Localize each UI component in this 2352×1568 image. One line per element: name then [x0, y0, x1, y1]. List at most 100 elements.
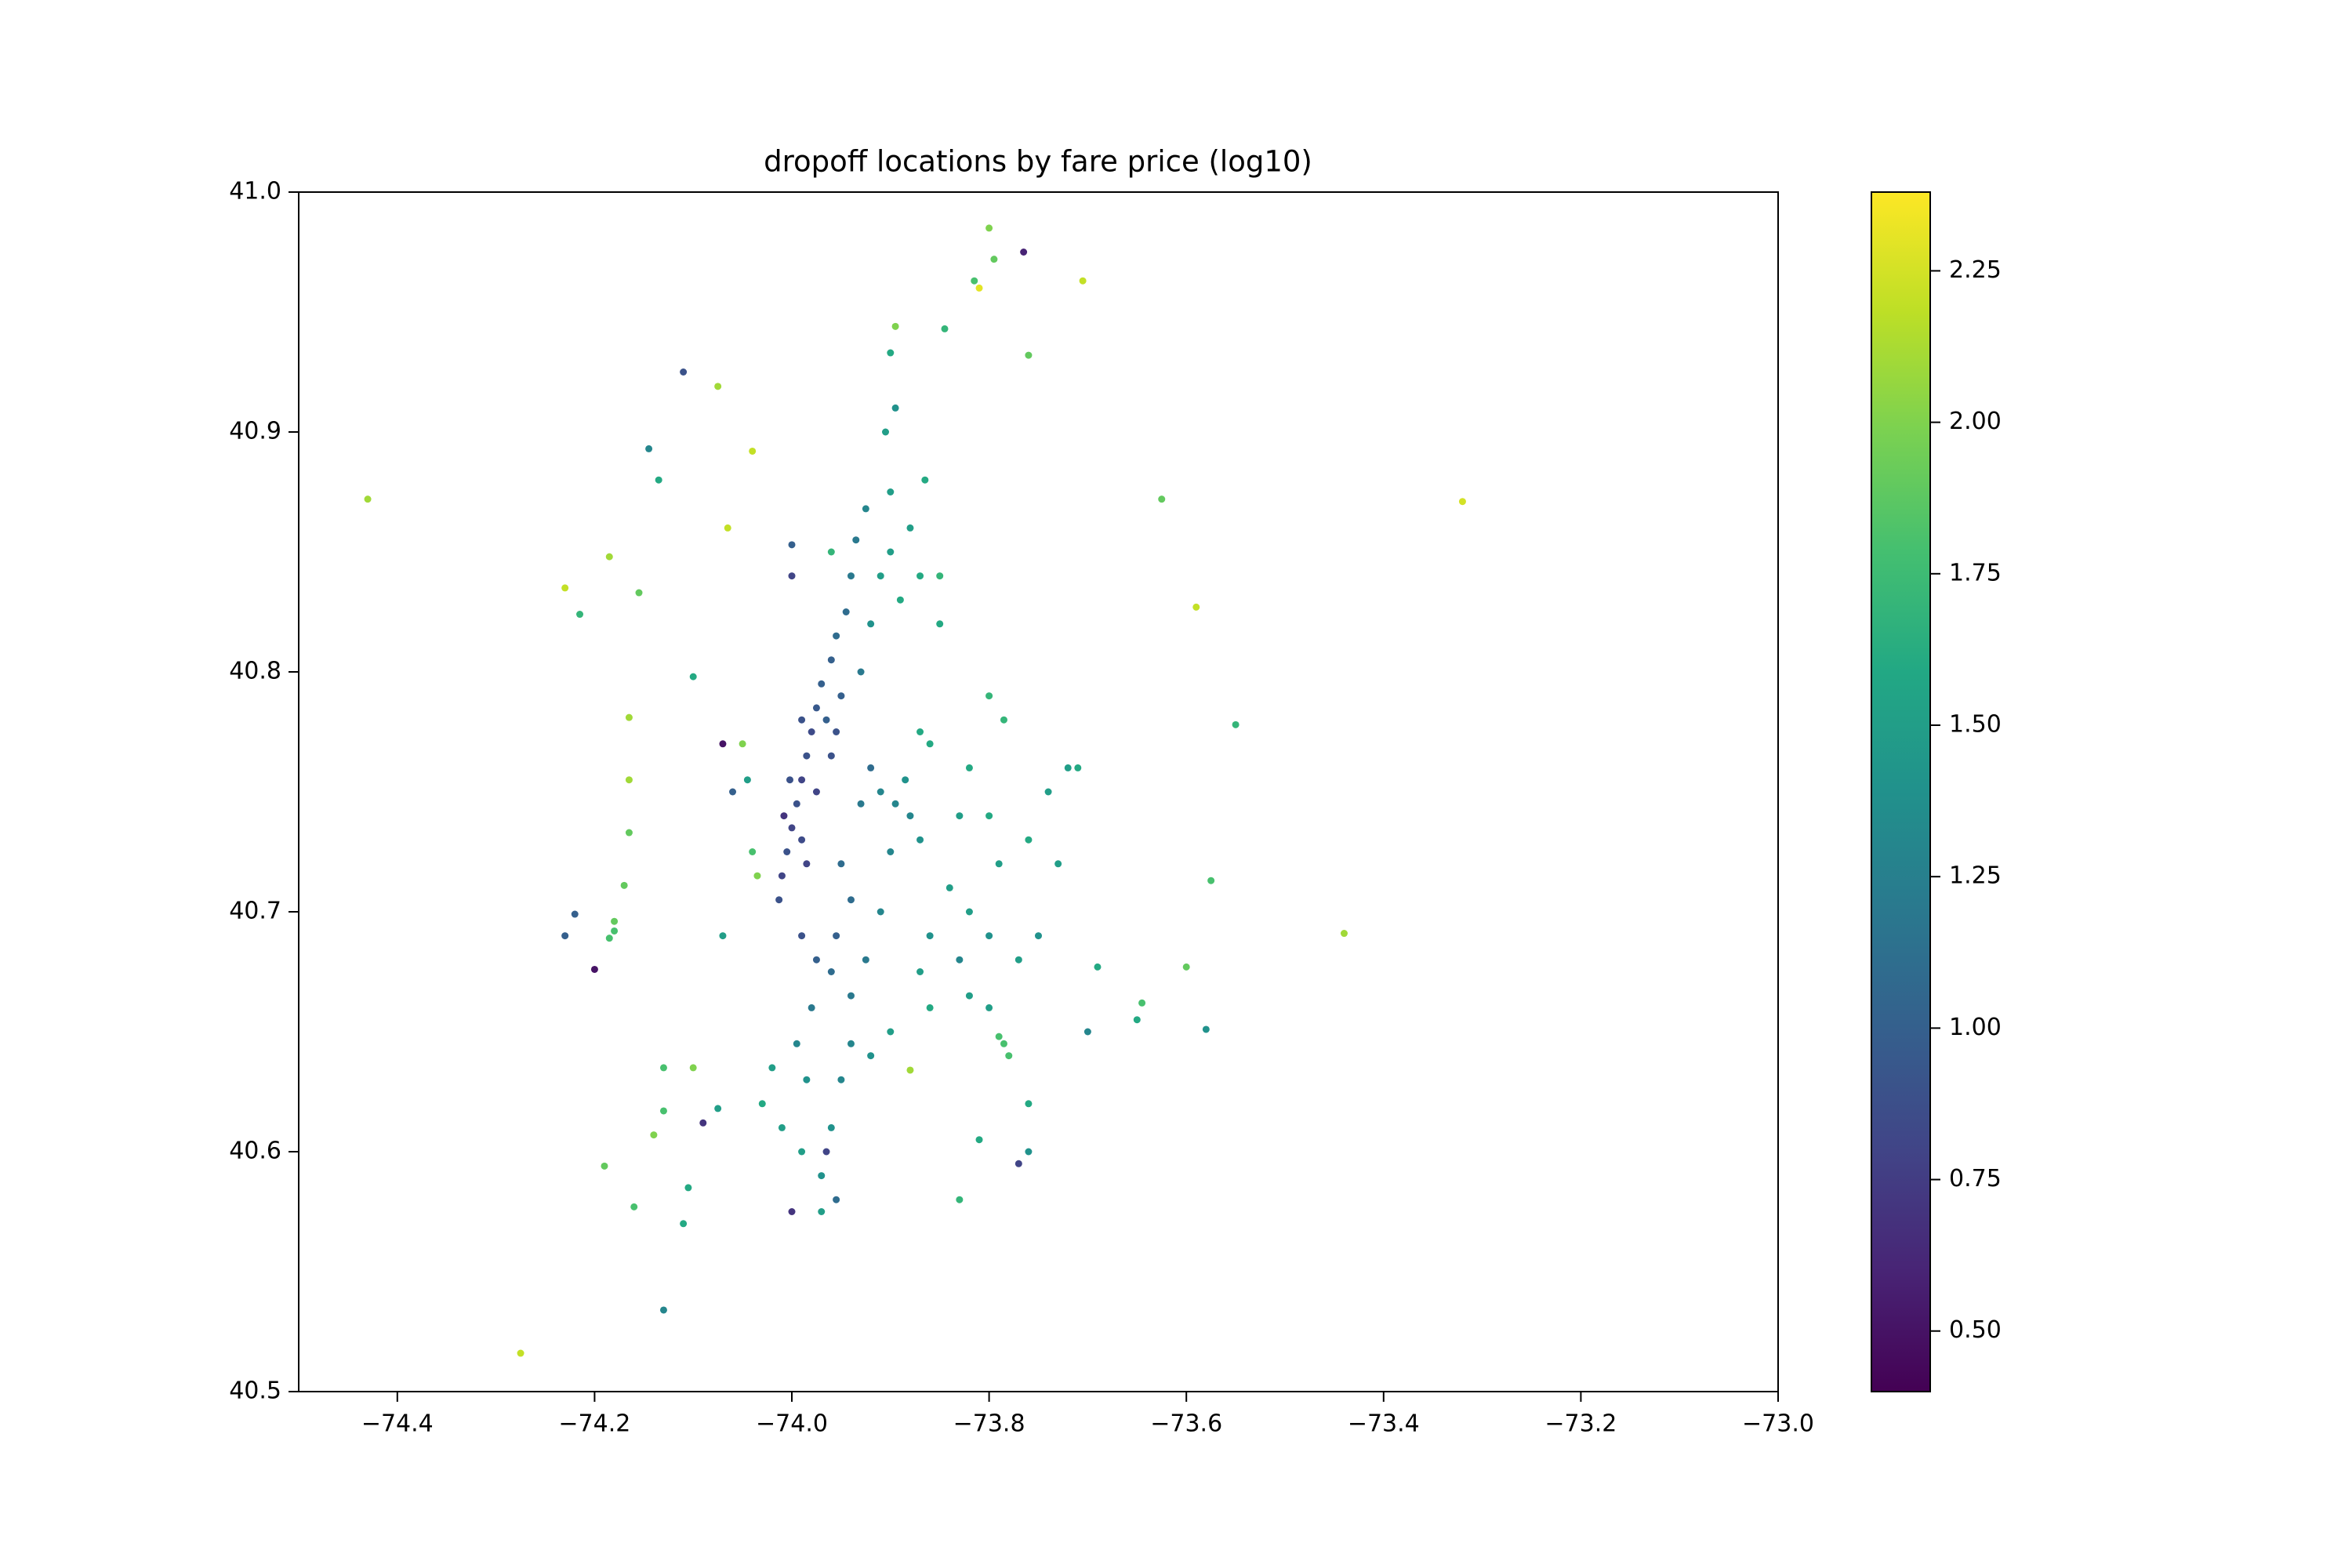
- point: [1005, 1052, 1013, 1060]
- point: [630, 1203, 638, 1210]
- point: [896, 596, 904, 604]
- point: [753, 872, 761, 880]
- point: [916, 728, 924, 735]
- x-tick-label: −73.2: [1544, 1410, 1617, 1438]
- point: [684, 1184, 692, 1192]
- point: [798, 776, 806, 784]
- point: [719, 740, 727, 748]
- point: [936, 572, 944, 580]
- colorbar-tick-label: 1.00: [1949, 1014, 2002, 1041]
- point: [906, 812, 914, 820]
- point: [887, 848, 895, 855]
- point: [601, 1162, 608, 1170]
- point: [1074, 764, 1082, 771]
- x-tick-label: −73.4: [1348, 1410, 1420, 1438]
- point: [847, 572, 855, 580]
- point: [906, 524, 914, 532]
- point: [887, 349, 895, 357]
- point: [768, 1064, 776, 1072]
- point: [827, 656, 835, 664]
- point: [1044, 788, 1052, 796]
- point: [659, 1306, 667, 1314]
- colorbar-tick-label: 2.00: [1949, 408, 2002, 435]
- point: [808, 728, 815, 735]
- point: [605, 935, 613, 942]
- point: [827, 752, 835, 760]
- point: [857, 800, 865, 808]
- point: [965, 764, 973, 771]
- colorbar-tick-label: 1.25: [1949, 862, 2002, 890]
- point: [837, 692, 845, 700]
- point: [749, 447, 757, 455]
- point: [916, 572, 924, 580]
- point: [1025, 351, 1033, 359]
- point: [1083, 1028, 1091, 1036]
- axes-frame: [298, 191, 1779, 1392]
- point: [803, 1076, 811, 1083]
- point: [788, 824, 796, 832]
- point: [902, 776, 909, 784]
- point: [659, 1107, 667, 1115]
- point: [714, 1105, 722, 1112]
- point: [965, 908, 973, 916]
- colorbar-tick-label: 2.25: [1949, 256, 2002, 284]
- point: [798, 716, 806, 724]
- point: [827, 548, 835, 556]
- point: [743, 776, 751, 784]
- y-tick-label: 40.7: [229, 898, 281, 925]
- point: [1000, 1040, 1007, 1047]
- point: [921, 476, 929, 484]
- point: [956, 956, 964, 964]
- point: [985, 692, 993, 700]
- point: [862, 505, 869, 513]
- point: [926, 1004, 934, 1011]
- point: [985, 224, 993, 232]
- point: [625, 829, 633, 837]
- point: [786, 776, 793, 784]
- point: [729, 788, 737, 796]
- point: [847, 1040, 855, 1047]
- point: [956, 1196, 964, 1203]
- point: [625, 776, 633, 784]
- point: [926, 740, 934, 748]
- point: [561, 932, 569, 940]
- point: [611, 927, 619, 935]
- point: [837, 1076, 845, 1083]
- point: [867, 764, 875, 771]
- point: [1064, 764, 1072, 771]
- point: [926, 932, 934, 940]
- colorbar: [1871, 191, 1931, 1392]
- colorbar-tick-label: 0.50: [1949, 1316, 2002, 1344]
- point: [1094, 963, 1102, 971]
- point: [719, 932, 727, 940]
- point: [837, 860, 845, 868]
- point: [788, 1208, 796, 1215]
- point: [847, 896, 855, 904]
- point: [778, 872, 786, 880]
- point: [891, 404, 899, 412]
- point: [985, 1004, 993, 1011]
- point: [590, 965, 598, 973]
- point: [1000, 716, 1007, 724]
- point: [812, 788, 820, 796]
- point: [1079, 277, 1087, 285]
- point: [862, 956, 869, 964]
- point: [867, 620, 875, 628]
- point: [857, 668, 865, 676]
- point: [946, 884, 953, 891]
- y-tick-label: 40.9: [229, 418, 281, 445]
- point: [1202, 1025, 1210, 1033]
- point: [808, 1004, 815, 1011]
- point: [818, 1208, 826, 1215]
- point: [852, 536, 860, 544]
- point: [793, 800, 800, 808]
- point: [788, 572, 796, 580]
- point: [724, 524, 731, 532]
- point: [783, 848, 791, 855]
- point: [1014, 1160, 1022, 1167]
- y-tick-label: 40.8: [229, 658, 281, 685]
- point: [625, 713, 633, 721]
- point: [812, 956, 820, 964]
- point: [749, 848, 757, 855]
